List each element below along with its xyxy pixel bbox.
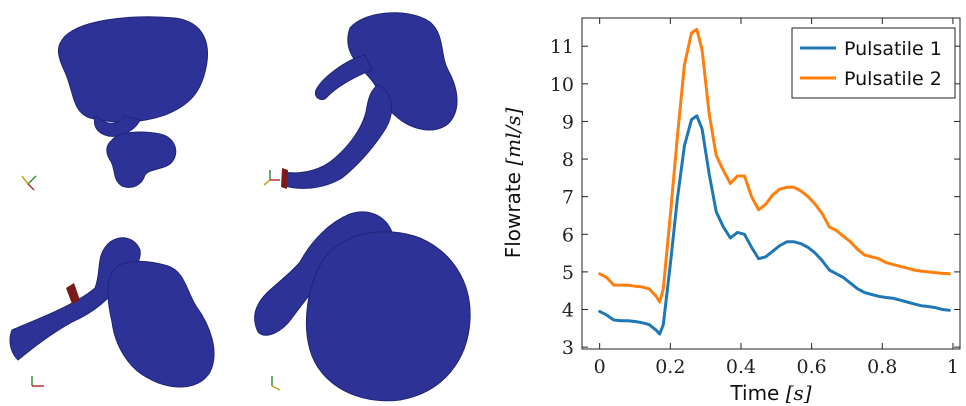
- inlet-cap-shape: [281, 168, 288, 189]
- y-tick-label: 9: [562, 111, 574, 133]
- plot-frame: [581, 17, 961, 350]
- y-axis-ticks: 3 4 5 6 7 8 9 10 11: [550, 36, 960, 359]
- y-tick-label: 7: [562, 187, 574, 209]
- y-axis-unit: [ml/s]: [501, 107, 525, 165]
- aneurysm-render-top-left: [21, 16, 208, 191]
- y-tick-label: 8: [562, 149, 574, 171]
- aneurysm-sac-shape: [347, 12, 458, 131]
- orientation-axes-icon: [263, 170, 280, 186]
- x-tick-label: 0.6: [797, 356, 827, 378]
- y-tick-label: 11: [550, 36, 574, 58]
- series-line-pulsatile-1: [598, 114, 951, 336]
- legend: Pulsatile 1 Pulsatile 2: [791, 27, 956, 99]
- x-axis-ticks: 0 0.2 0.4 0.6 0.8 1: [594, 18, 959, 378]
- inlet-cap-shape: [66, 283, 80, 304]
- x-tick-label: 1: [947, 356, 959, 378]
- aneurysm-renders-panel: [9, 12, 471, 402]
- x-axis-title: Time [s]: [729, 381, 811, 405]
- x-axis-unit: [s]: [786, 381, 812, 405]
- x-tick-label: 0.8: [867, 356, 897, 378]
- y-axis-title: Flowrate [ml/s]: [501, 107, 525, 258]
- y-tick-label: 3: [562, 337, 574, 359]
- orientation-axes-icon: [271, 376, 281, 391]
- aneurysm-sac-shape: [305, 231, 471, 402]
- legend-box: [791, 27, 956, 99]
- vessel-loop-shape: [106, 131, 177, 188]
- legend-label-pulsatile-2: Pulsatile 2: [844, 68, 942, 90]
- aneurysm-render-bottom-right: [254, 211, 471, 402]
- x-tick-label: 0.4: [726, 356, 756, 378]
- flowrate-chart: 0 0.2 0.4 0.6 0.8 1 3 4 5 6 7 8 9 10 11 Time [s] Flow…: [501, 17, 961, 405]
- aneurysm-sac-shape: [107, 260, 215, 388]
- series-lines: [598, 27, 951, 336]
- vessel-branch-shape: [314, 54, 373, 101]
- y-tick-label: 10: [550, 74, 574, 96]
- y-tick-label: 5: [562, 262, 574, 284]
- aneurysm-sac-shape: [57, 16, 208, 123]
- aneurysm-render-top-right: [263, 12, 458, 189]
- orientation-axes-icon: [31, 376, 44, 387]
- x-tick-label: 0.2: [655, 356, 685, 378]
- series-line-pulsatile-2: [598, 27, 951, 304]
- aneurysm-render-bottom-left: [9, 237, 215, 388]
- x-tick-label: 0: [594, 356, 606, 378]
- vessel-trunk-shape: [282, 84, 393, 189]
- legend-label-pulsatile-1: Pulsatile 1: [844, 38, 942, 60]
- y-tick-label: 4: [562, 300, 574, 322]
- y-tick-label: 6: [562, 224, 574, 246]
- orientation-axes-icon: [21, 175, 37, 191]
- vessel-neck-shape: [93, 115, 141, 137]
